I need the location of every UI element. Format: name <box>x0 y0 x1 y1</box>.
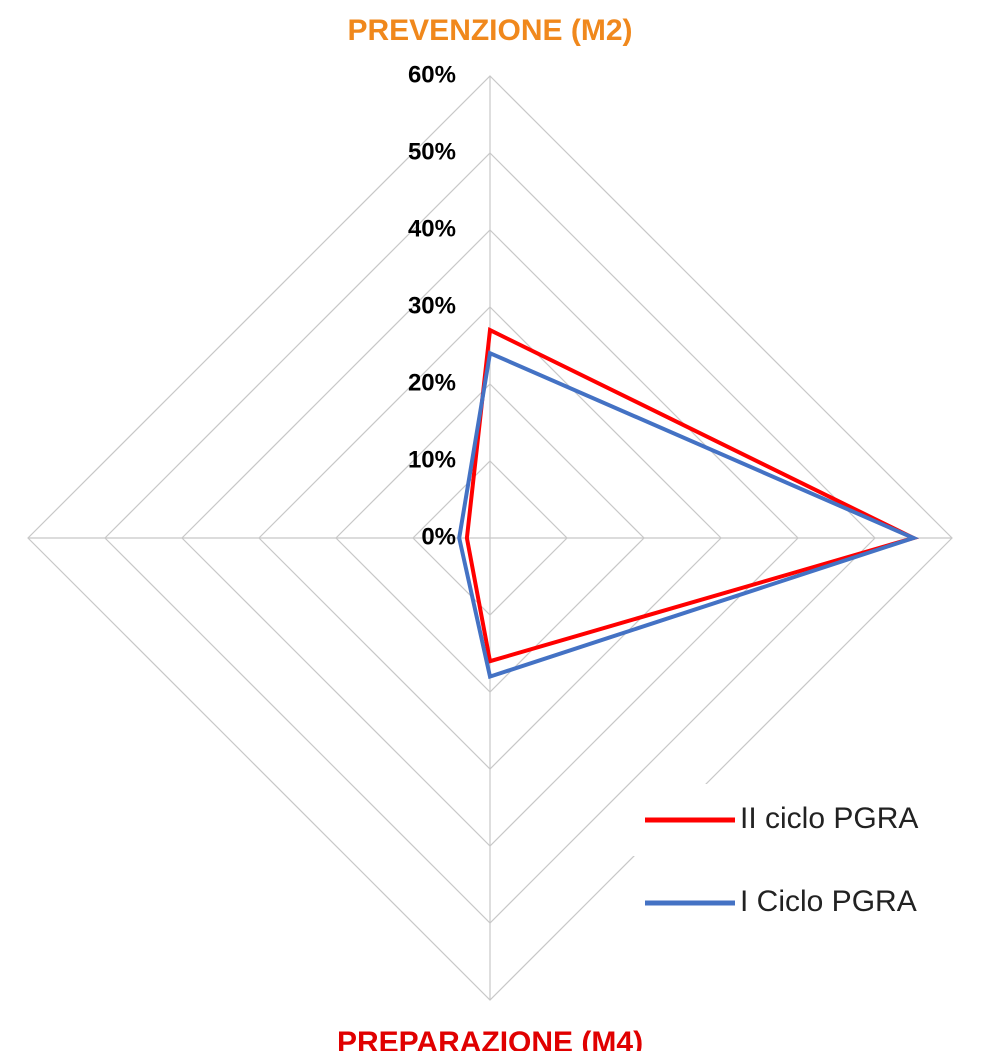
y-tick-label: 0% <box>421 523 456 550</box>
series-line <box>464 327 920 664</box>
legend-label: I Ciclo PGRA <box>740 885 917 918</box>
y-tick-label: 40% <box>408 215 456 242</box>
y-tick-label: 50% <box>408 138 456 165</box>
y-tick-label: 60% <box>408 61 456 88</box>
series-line <box>457 350 920 680</box>
y-tick-label: 30% <box>408 292 456 319</box>
y-tick-label: 10% <box>408 446 456 473</box>
legend-label: II ciclo PGRA <box>740 802 918 835</box>
category-label: PREVENZIONE (M2) <box>347 14 632 47</box>
y-tick-label: 20% <box>408 369 456 396</box>
category-label: PREPARAZIONE (M4) <box>337 1026 643 1051</box>
